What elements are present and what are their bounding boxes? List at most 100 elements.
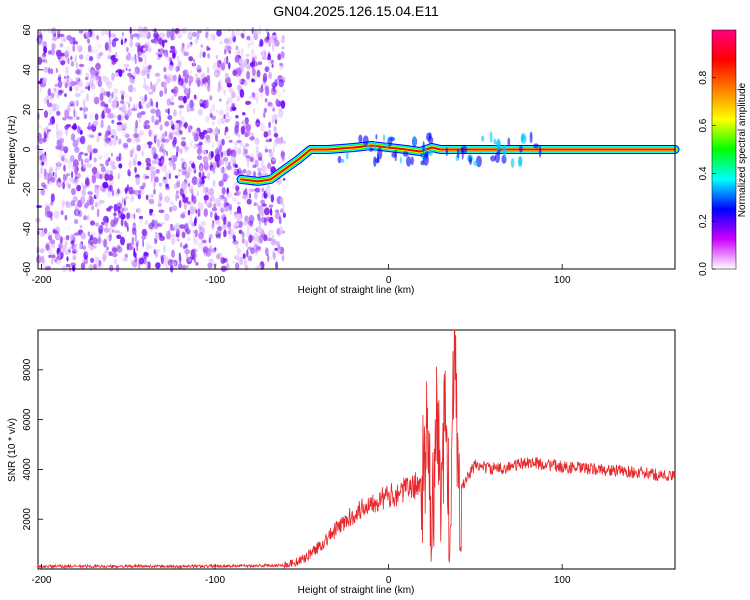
- noise-blob: [57, 89, 63, 96]
- noise-blob: [172, 74, 177, 82]
- noise-blob: [131, 227, 137, 235]
- noise-blob: [86, 163, 92, 168]
- noise-blob: [89, 134, 95, 138]
- noise-blob: [244, 215, 249, 222]
- noise-blob: [165, 150, 169, 157]
- noise-blob: [145, 166, 150, 171]
- noise-blob: [122, 142, 129, 148]
- noise-blob: [202, 150, 207, 155]
- noise-blob: [59, 144, 65, 152]
- noise-blob: [218, 191, 221, 201]
- noise-blob: [143, 77, 146, 85]
- noise-blob: [245, 187, 248, 192]
- noise-blob: [121, 94, 125, 101]
- noise-blob: [167, 232, 172, 239]
- noise-blob: [206, 127, 210, 132]
- noise-blob: [226, 147, 233, 157]
- noise-blob: [47, 50, 52, 55]
- noise-blob: [164, 74, 167, 80]
- noise-blob: [128, 68, 132, 72]
- noise-blob: [65, 180, 69, 187]
- noise-blob: [202, 239, 207, 244]
- noise-blob: [75, 76, 80, 81]
- noise-blob: [176, 238, 180, 242]
- noise-blob: [121, 106, 126, 113]
- noise-blob: [73, 159, 79, 168]
- noise-blob: [219, 78, 222, 88]
- noise-blob: [217, 128, 221, 135]
- noise-blob: [196, 155, 203, 161]
- noise-blob: [231, 102, 235, 112]
- noise-blob: [180, 213, 186, 219]
- noise-blob: [43, 227, 48, 234]
- noise-blob: [225, 76, 231, 85]
- noise-blob: [60, 52, 65, 57]
- noise-blob: [110, 152, 113, 157]
- noise-blob: [63, 75, 67, 79]
- noise-blob: [165, 73, 172, 80]
- noise-blob: [58, 151, 63, 159]
- y-tick-label: -40: [22, 222, 33, 237]
- ridge-blob: [494, 152, 500, 163]
- noise-blob: [85, 181, 91, 188]
- noise-blob: [141, 50, 147, 58]
- noise-blob: [123, 145, 129, 150]
- noise-blob: [90, 257, 95, 263]
- noise-blob: [174, 122, 180, 130]
- noise-blob: [83, 163, 87, 169]
- noise-blob: [153, 188, 156, 195]
- noise-blob: [112, 58, 119, 62]
- noise-blob: [280, 196, 284, 206]
- noise-blob: [233, 238, 236, 243]
- y-tick-label: -60: [22, 261, 33, 276]
- noise-blob: [124, 113, 129, 120]
- noise-blob: [116, 217, 119, 222]
- noise-blob: [69, 233, 76, 240]
- noise-blob: [126, 138, 132, 143]
- noise-blob: [134, 189, 139, 196]
- noise-blob: [277, 227, 280, 235]
- noise-blob: [145, 194, 149, 200]
- noise-blob: [196, 178, 202, 182]
- noise-blob: [192, 206, 197, 214]
- noise-blob: [64, 158, 69, 163]
- noise-blob: [187, 209, 191, 216]
- noise-blob: [216, 29, 222, 37]
- noise-blob: [247, 255, 253, 262]
- noise-blob: [120, 236, 125, 246]
- noise-blob: [74, 111, 77, 120]
- noise-blob: [182, 197, 189, 204]
- noise-blob: [143, 94, 147, 103]
- noise-blob: [177, 33, 183, 39]
- noise-blob: [258, 234, 264, 244]
- spectrogram-ridge: [236, 131, 680, 186]
- noise-blob: [73, 104, 76, 111]
- noise-blob: [271, 117, 276, 124]
- noise-blob: [55, 166, 58, 172]
- noise-blob: [62, 38, 67, 43]
- noise-blob: [64, 214, 68, 221]
- noise-blob: [95, 263, 100, 271]
- noise-blob: [264, 85, 270, 92]
- noise-blob: [231, 185, 236, 189]
- noise-blob: [122, 257, 128, 262]
- noise-blob: [55, 67, 59, 74]
- noise-blob: [98, 132, 102, 137]
- noise-blob: [252, 68, 256, 77]
- noise-blob: [203, 208, 208, 217]
- noise-blob: [65, 234, 70, 241]
- noise-blob: [206, 45, 209, 52]
- noise-blob: [228, 233, 234, 240]
- noise-blob: [72, 139, 79, 148]
- noise-blob: [244, 132, 249, 138]
- ridge-blob: [489, 131, 493, 143]
- noise-blob: [89, 234, 94, 241]
- noise-blob: [127, 169, 131, 177]
- noise-blob: [233, 141, 239, 146]
- noise-blob: [41, 182, 46, 188]
- noise-blob: [50, 68, 54, 75]
- noise-blob: [103, 141, 108, 148]
- noise-blob: [50, 213, 53, 222]
- noise-blob: [260, 199, 266, 205]
